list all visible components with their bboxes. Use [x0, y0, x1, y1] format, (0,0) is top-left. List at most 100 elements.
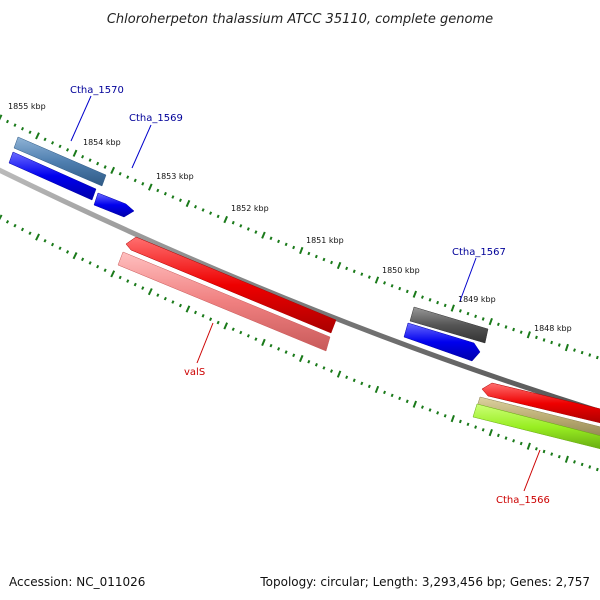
outer-minor-tick — [201, 208, 205, 212]
outer-minor-tick — [436, 300, 440, 305]
outer-minor-tick — [345, 266, 349, 271]
inner-minor-tick — [163, 296, 167, 301]
inner-minor-tick — [20, 227, 25, 232]
leader-ctha-1566 — [523, 449, 541, 492]
inner-minor-tick — [443, 414, 447, 418]
inner-minor-tick — [307, 359, 311, 364]
gene-ctha-1567[interactable] — [409, 306, 489, 344]
inner-minor-tick — [5, 220, 10, 224]
inner-minor-tick — [216, 320, 220, 325]
gene-label-ctha-1566[interactable]: Ctha_1566 — [496, 495, 550, 506]
inner-minor-tick — [246, 334, 250, 338]
outer-minor-tick — [43, 137, 47, 142]
inner-minor-tick — [595, 467, 599, 472]
outer-major-tick — [412, 290, 418, 298]
gene-label-ctha-1567[interactable]: Ctha_1567 — [452, 247, 506, 258]
inner-minor-tick — [580, 462, 584, 467]
inner-minor-tick — [360, 381, 364, 386]
leader-ctha-1569 — [131, 124, 152, 169]
outer-major-tick — [0, 114, 3, 121]
gene-ctha-1568[interactable] — [403, 322, 481, 362]
outer-major-tick — [450, 304, 455, 312]
gene-ctha-1571[interactable] — [8, 151, 97, 201]
inner-minor-tick — [277, 347, 281, 351]
inner-minor-tick — [390, 393, 394, 398]
gene-label-ctha-1570[interactable]: Ctha_1570 — [70, 85, 124, 96]
outer-major-tick — [526, 331, 531, 339]
inner-minor-tick — [428, 408, 432, 412]
outer-minor-tick — [96, 161, 100, 166]
outer-major-tick — [488, 317, 493, 326]
outer-minor-tick — [5, 119, 10, 124]
inner-minor-tick — [550, 452, 554, 456]
outer-minor-tick — [595, 355, 599, 360]
map-title: Chloroherpeton thalassium ATCC 35110, co… — [107, 12, 493, 27]
outer-minor-tick — [292, 245, 296, 250]
outer-minor-tick — [277, 239, 281, 244]
gene-label-vals[interactable]: valS — [184, 367, 205, 378]
tick-label-1855: 1855 kbp — [8, 102, 46, 111]
outer-minor-tick — [481, 317, 485, 321]
outer-minor-tick — [557, 343, 561, 347]
inner-minor-tick — [88, 261, 92, 265]
inner-minor-tick — [292, 353, 296, 358]
inner-minor-tick — [141, 286, 145, 290]
inner-major-tick — [450, 414, 455, 423]
outer-minor-tick — [367, 275, 371, 279]
gene-ctha-1570[interactable] — [13, 136, 107, 187]
tick-label-1854: 1854 kbp — [83, 138, 121, 147]
inner-major-tick — [110, 270, 116, 278]
outer-minor-tick — [588, 353, 592, 357]
outer-major-tick — [299, 246, 304, 255]
outer-minor-tick — [254, 230, 258, 234]
outer-minor-tick — [360, 272, 364, 276]
outer-minor-tick — [231, 220, 235, 225]
gene-vals-forward[interactable] — [125, 236, 337, 334]
outer-minor-tick — [20, 126, 25, 131]
inner-minor-tick — [50, 242, 55, 247]
outer-minor-tick — [420, 295, 424, 299]
outer-minor-tick — [550, 340, 554, 345]
outer-major-tick — [147, 183, 153, 191]
inner-major-tick — [412, 400, 418, 408]
outer-minor-tick — [542, 338, 546, 342]
outer-major-tick — [564, 343, 569, 352]
inner-minor-tick — [405, 399, 409, 404]
outer-minor-tick — [284, 242, 288, 247]
inner-minor-tick — [209, 317, 213, 321]
outer-minor-tick — [50, 141, 55, 145]
inner-minor-tick — [254, 337, 258, 341]
outer-minor-tick — [383, 281, 387, 285]
gene-ctha-1569[interactable] — [93, 192, 135, 218]
gene-ctha-1566-forward[interactable] — [481, 382, 600, 424]
outer-major-tick — [336, 261, 342, 270]
inner-minor-tick — [231, 327, 235, 332]
inner-minor-tick — [534, 447, 538, 451]
inner-minor-tick — [542, 449, 546, 454]
outer-minor-tick — [216, 214, 220, 219]
gene-ctha-1566[interactable] — [472, 403, 600, 450]
outer-major-tick — [72, 149, 78, 157]
gene-label-ctha-1569[interactable]: Ctha_1569 — [129, 113, 183, 124]
leader-ctha-1567 — [459, 257, 477, 302]
outer-minor-tick — [133, 178, 137, 183]
inner-major-tick — [298, 354, 304, 363]
tick-label-1853: 1853 kbp — [156, 172, 194, 181]
inner-minor-tick — [588, 465, 592, 469]
inner-minor-tick — [573, 460, 576, 464]
outer-minor-tick — [443, 303, 447, 308]
outer-minor-tick — [13, 123, 17, 127]
outer-minor-tick — [118, 171, 122, 176]
inner-major-tick — [0, 214, 3, 221]
outer-minor-tick — [512, 327, 516, 332]
inner-minor-tick — [436, 411, 440, 415]
inner-minor-tick — [96, 264, 100, 269]
inner-major-tick — [72, 252, 78, 260]
inner-minor-tick — [171, 300, 175, 304]
inner-minor-tick — [65, 250, 70, 254]
inner-minor-tick — [519, 441, 523, 446]
inner-minor-tick — [496, 433, 500, 438]
inner-minor-tick — [239, 330, 243, 335]
inner-major-tick — [336, 370, 342, 378]
gene-vals[interactable] — [117, 251, 331, 352]
